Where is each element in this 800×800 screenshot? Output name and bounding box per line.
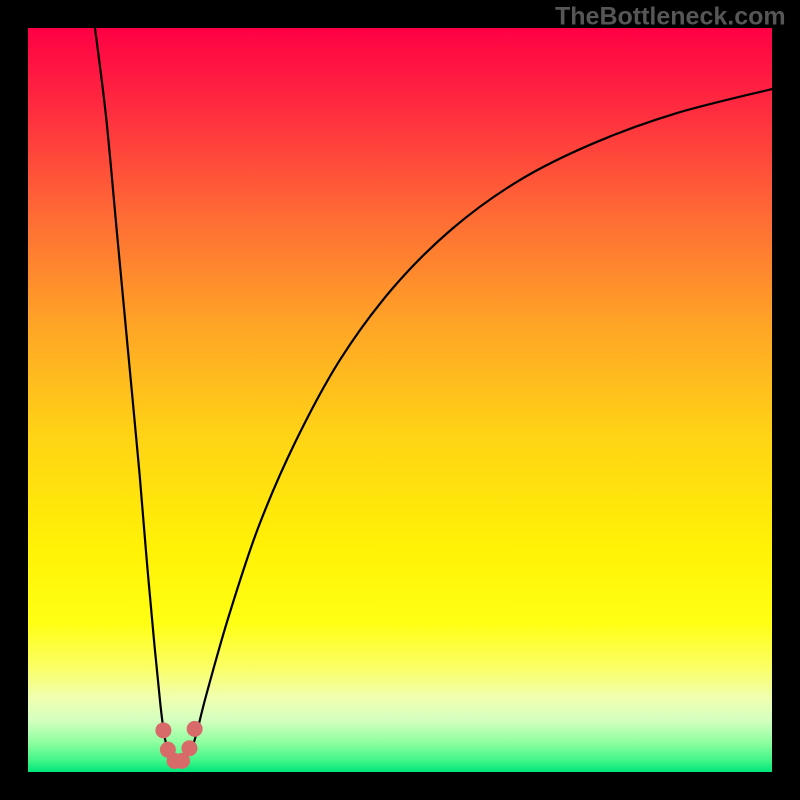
- plot-background-gradient: [28, 28, 772, 772]
- valley-marker-dot: [181, 740, 197, 756]
- watermark-text: TheBottleneck.com: [555, 2, 786, 30]
- valley-marker-dot: [155, 722, 171, 738]
- valley-marker-dot: [187, 721, 203, 737]
